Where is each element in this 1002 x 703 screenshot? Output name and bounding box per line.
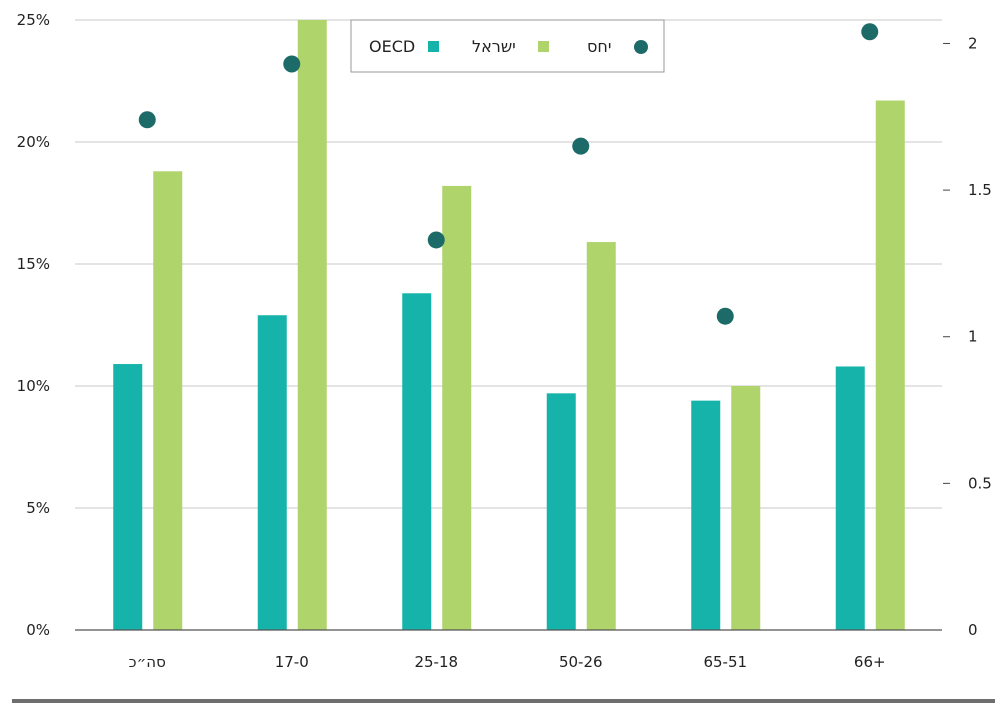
x-category-label: סה״כ	[129, 653, 166, 671]
bar-oecd	[835, 366, 865, 630]
point-ratio	[138, 111, 156, 129]
x-category-label: 25-18	[414, 653, 458, 671]
legend-box	[350, 19, 665, 73]
legend-label-israel: ישראל	[472, 37, 516, 56]
bar-israel	[297, 20, 327, 630]
legend-label-ratio: יחס	[587, 37, 611, 56]
legend: OECD ישראל יחס	[350, 19, 665, 73]
x-category-label: 50-26	[559, 653, 603, 671]
y-right-tick-label: 1	[968, 328, 978, 346]
legend-swatch-oecd	[428, 41, 439, 52]
bar-israel	[875, 100, 905, 630]
bar-oecd	[546, 393, 576, 630]
x-category-label: 65-51	[703, 653, 747, 671]
y-right-tick-label: 2	[968, 34, 978, 52]
x-category-label: 17-0	[275, 653, 309, 671]
y-left-tick-label: 5%	[26, 499, 50, 517]
point-ratio	[427, 231, 445, 249]
ratio-points	[138, 23, 879, 325]
point-ratio	[572, 137, 590, 155]
y-left-tick-label: 25%	[17, 11, 50, 29]
bottom-divider	[12, 699, 995, 703]
bars	[113, 20, 905, 631]
bar-oecd	[257, 315, 287, 630]
y-right-tick-label: 1.5	[968, 181, 992, 199]
y-right-tick-label: 0.5	[968, 474, 992, 492]
y-left-tick-label: 10%	[17, 377, 50, 395]
axes: 0% 5% 10% 15% 20% 25% 0 0.5 1 1.5 2 סה״כ 17-0 25-18 50…	[12, 11, 995, 703]
y-right-tick-label: 0	[968, 621, 978, 639]
bar-oecd	[113, 364, 143, 630]
bar-israel	[586, 242, 616, 631]
legend-swatch-ratio	[634, 40, 648, 54]
x-category-label: 66+	[854, 653, 886, 671]
point-ratio	[861, 23, 879, 41]
bar-oecd	[402, 293, 432, 630]
point-ratio	[716, 307, 734, 325]
bar-israel	[442, 185, 472, 631]
legend-swatch-israel	[538, 41, 549, 52]
bar-israel	[731, 386, 761, 630]
y-left-tick-label: 20%	[17, 133, 50, 151]
bar-oecd	[691, 400, 721, 630]
point-ratio	[283, 55, 301, 73]
y-left-tick-label: 0%	[26, 621, 50, 639]
gridlines	[75, 19, 942, 509]
bar-israel	[153, 171, 183, 630]
legend-label-oecd: OECD	[369, 37, 415, 56]
y-left-tick-label: 15%	[17, 255, 50, 273]
